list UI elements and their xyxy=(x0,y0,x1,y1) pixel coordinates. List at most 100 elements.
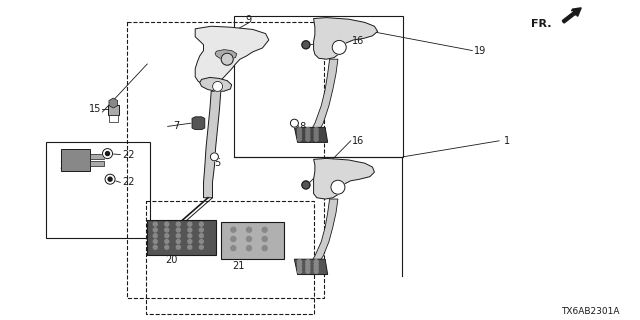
Circle shape xyxy=(176,228,180,232)
Circle shape xyxy=(314,266,318,270)
Circle shape xyxy=(314,260,318,264)
Circle shape xyxy=(331,180,345,194)
Circle shape xyxy=(153,245,157,249)
Circle shape xyxy=(231,236,236,242)
Circle shape xyxy=(188,239,192,244)
Polygon shape xyxy=(294,127,328,142)
Circle shape xyxy=(314,131,318,135)
Circle shape xyxy=(176,234,180,238)
Bar xyxy=(90,154,104,159)
Circle shape xyxy=(298,263,301,267)
Text: 7: 7 xyxy=(173,121,179,132)
Circle shape xyxy=(176,239,180,244)
Circle shape xyxy=(188,228,192,232)
Circle shape xyxy=(298,266,301,270)
Text: 1: 1 xyxy=(504,136,510,146)
Circle shape xyxy=(298,131,301,135)
Text: 20: 20 xyxy=(165,255,178,265)
Polygon shape xyxy=(314,158,374,199)
Circle shape xyxy=(164,222,169,226)
Circle shape xyxy=(102,148,113,159)
Circle shape xyxy=(199,234,204,238)
Text: TX6AB2301A: TX6AB2301A xyxy=(561,307,620,316)
Bar xyxy=(108,105,119,115)
Text: 15: 15 xyxy=(88,104,101,114)
Circle shape xyxy=(332,40,346,54)
Circle shape xyxy=(153,228,157,232)
Polygon shape xyxy=(204,91,221,198)
Circle shape xyxy=(199,239,204,244)
FancyArrow shape xyxy=(563,8,581,23)
Circle shape xyxy=(164,228,169,232)
Circle shape xyxy=(306,134,310,138)
Circle shape xyxy=(212,81,223,92)
Circle shape xyxy=(153,239,157,244)
Circle shape xyxy=(314,263,318,267)
Bar xyxy=(61,149,90,171)
Circle shape xyxy=(306,266,310,270)
Circle shape xyxy=(298,260,301,264)
Circle shape xyxy=(262,236,268,242)
Bar xyxy=(234,16,403,157)
Circle shape xyxy=(164,234,169,238)
Circle shape xyxy=(306,263,310,267)
Polygon shape xyxy=(109,98,118,108)
Text: 9: 9 xyxy=(245,15,252,25)
Circle shape xyxy=(164,239,169,244)
Circle shape xyxy=(291,119,298,127)
Circle shape xyxy=(231,246,236,251)
Circle shape xyxy=(211,153,218,161)
Circle shape xyxy=(199,228,204,232)
Polygon shape xyxy=(200,77,232,91)
Circle shape xyxy=(306,131,310,135)
Circle shape xyxy=(262,246,268,251)
Circle shape xyxy=(298,137,301,141)
Circle shape xyxy=(176,222,180,226)
Text: 22: 22 xyxy=(122,149,134,160)
Circle shape xyxy=(153,234,157,238)
Text: 3: 3 xyxy=(60,161,66,171)
Polygon shape xyxy=(215,50,237,60)
Circle shape xyxy=(306,269,310,273)
Circle shape xyxy=(314,134,318,138)
Circle shape xyxy=(176,245,180,249)
Circle shape xyxy=(106,152,109,156)
Text: FR.: FR. xyxy=(531,19,551,29)
Circle shape xyxy=(302,41,310,49)
Polygon shape xyxy=(307,59,338,138)
Circle shape xyxy=(298,128,301,132)
Circle shape xyxy=(188,234,192,238)
Text: 19: 19 xyxy=(474,45,486,56)
Circle shape xyxy=(298,134,301,138)
Text: 16: 16 xyxy=(352,136,365,146)
Circle shape xyxy=(199,222,204,226)
Circle shape xyxy=(262,227,268,232)
Polygon shape xyxy=(314,18,378,59)
Text: 5: 5 xyxy=(214,158,221,168)
Text: 21: 21 xyxy=(232,261,245,271)
Circle shape xyxy=(188,245,192,249)
Text: 22: 22 xyxy=(122,177,134,188)
Circle shape xyxy=(246,236,252,242)
Polygon shape xyxy=(307,199,338,268)
Circle shape xyxy=(188,222,192,226)
Circle shape xyxy=(105,174,115,184)
Bar xyxy=(147,220,216,255)
Circle shape xyxy=(246,227,252,232)
Bar xyxy=(109,115,118,122)
Polygon shape xyxy=(294,259,328,275)
Circle shape xyxy=(246,246,252,251)
Circle shape xyxy=(231,227,236,232)
Polygon shape xyxy=(195,26,269,85)
Bar xyxy=(46,142,150,238)
Circle shape xyxy=(164,245,169,249)
Circle shape xyxy=(108,177,112,181)
Circle shape xyxy=(298,269,301,273)
Circle shape xyxy=(153,222,157,226)
Circle shape xyxy=(306,260,310,264)
Circle shape xyxy=(314,128,318,132)
Circle shape xyxy=(221,53,233,65)
Circle shape xyxy=(314,137,318,141)
Bar xyxy=(221,222,284,259)
Circle shape xyxy=(306,137,310,141)
